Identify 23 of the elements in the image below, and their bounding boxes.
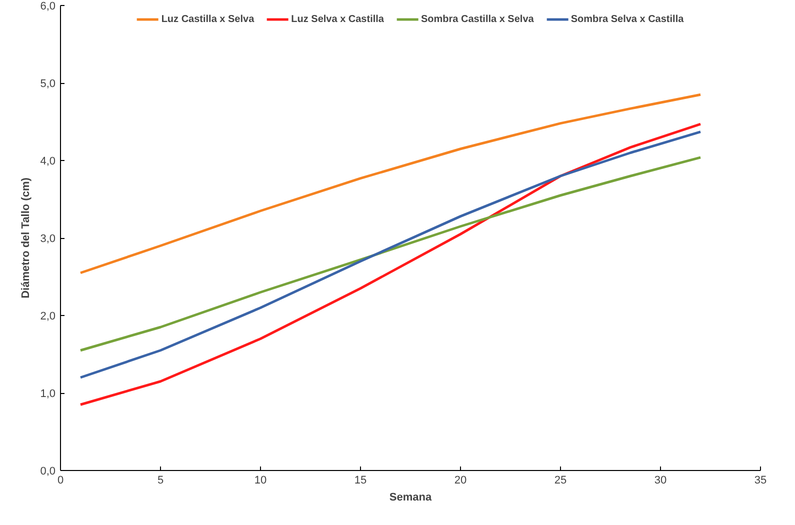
legend-label: Sombra Castilla x Selva	[420, 14, 534, 24]
y-tick-label: 1,0	[40, 388, 56, 400]
y-tick-label: 4,0	[40, 156, 56, 168]
line-series	[79, 156, 702, 352]
legend-label: Luz Selva x Castilla	[291, 14, 384, 24]
x-axis-title: Semana	[389, 492, 432, 504]
legend-label: Luz Castilla x Selva	[161, 14, 254, 24]
x-tick-label: 20	[454, 474, 467, 486]
x-tick-label: 10	[254, 474, 267, 486]
x-tick-label: 25	[554, 474, 567, 486]
y-axis-title: Diámetro del Tallo (cm)	[20, 177, 32, 298]
x-tick-label: 5	[157, 474, 164, 486]
y-tick-label: 2,0	[40, 310, 56, 322]
x-tick-label: 15	[354, 474, 367, 486]
y-tick-label: 5,0	[40, 78, 56, 90]
x-tick-label: 30	[654, 474, 667, 486]
x-tick-label: 0	[57, 474, 64, 486]
y-tick-label: 6,0	[40, 0, 56, 12]
y-tick-label: 3,0	[40, 233, 56, 245]
x-tick-label: 35	[754, 474, 767, 486]
line-series	[79, 93, 702, 274]
y-tick-label: 0,0	[40, 466, 56, 478]
legend-label: Sombra Selva x Castilla	[570, 14, 684, 24]
